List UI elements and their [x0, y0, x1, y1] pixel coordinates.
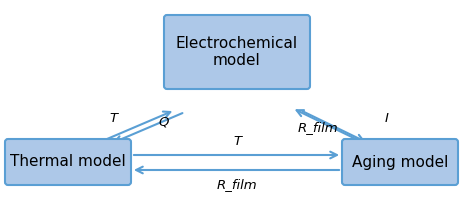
Text: T: T — [110, 112, 118, 124]
FancyBboxPatch shape — [5, 139, 131, 185]
Text: Electrochemical
model: Electrochemical model — [176, 36, 298, 68]
Text: Aging model: Aging model — [352, 155, 448, 170]
FancyBboxPatch shape — [164, 15, 310, 89]
Text: Q: Q — [158, 116, 168, 128]
FancyBboxPatch shape — [342, 139, 458, 185]
Text: R_film: R_film — [297, 121, 338, 134]
Text: T: T — [233, 135, 241, 148]
Text: I: I — [385, 112, 389, 124]
Text: Thermal model: Thermal model — [10, 155, 126, 170]
Text: R_film: R_film — [217, 178, 257, 191]
